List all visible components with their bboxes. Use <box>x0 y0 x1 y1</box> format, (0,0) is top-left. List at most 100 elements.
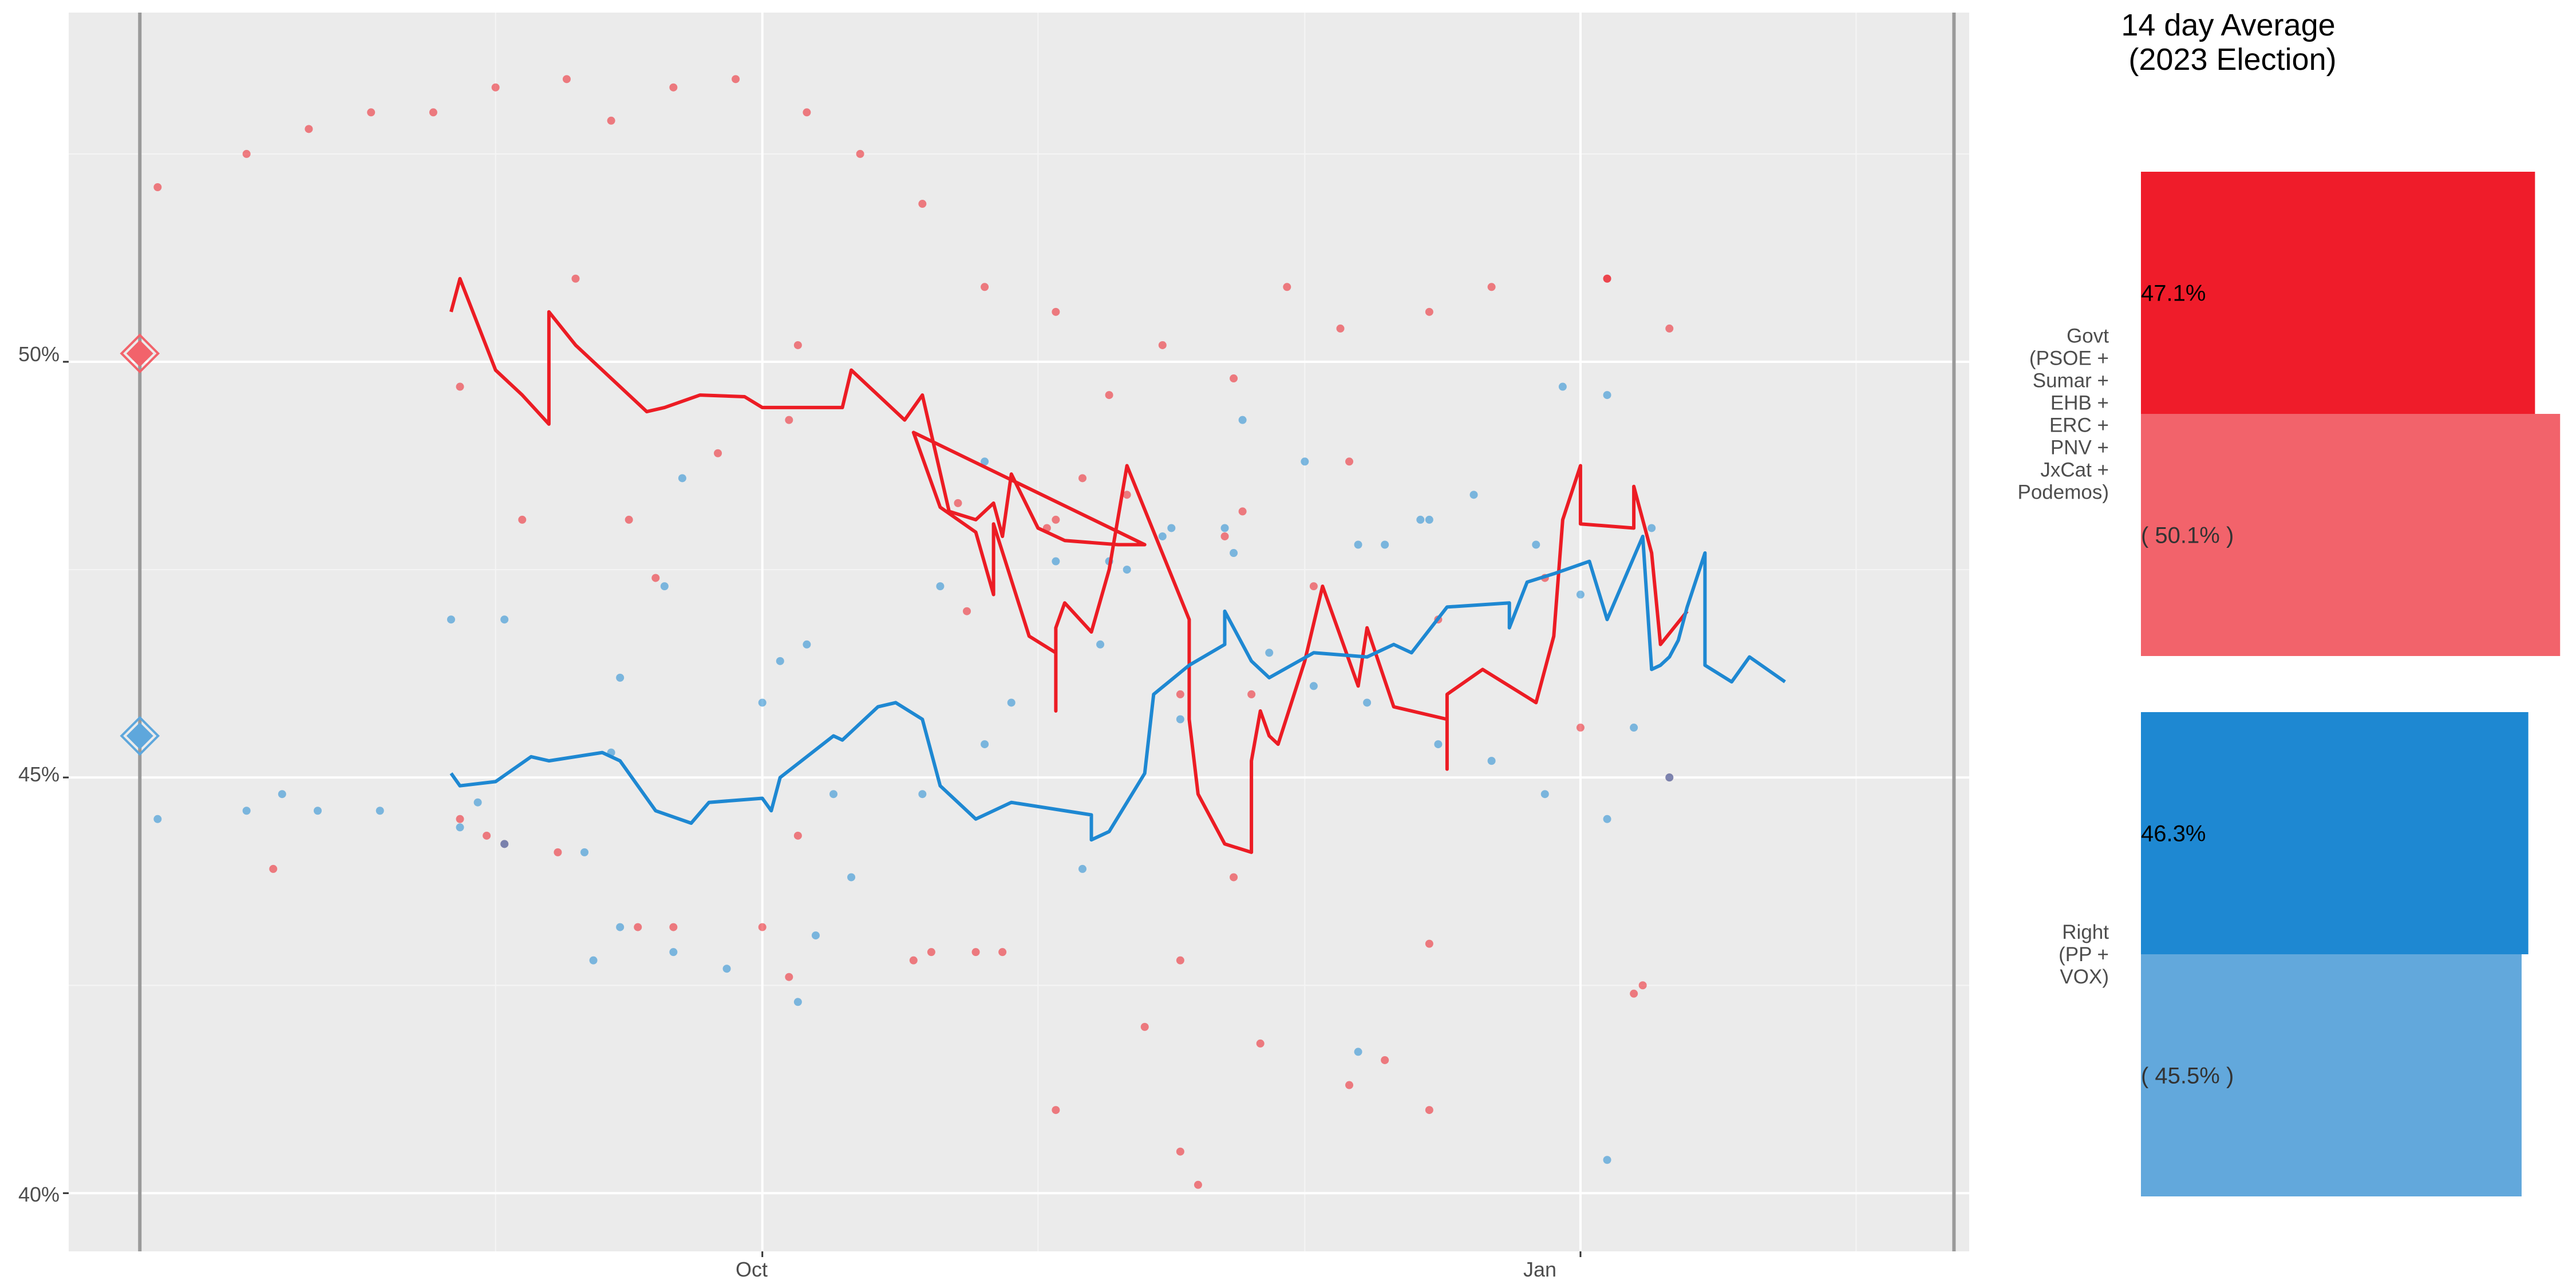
major-gridlines <box>69 13 1969 1251</box>
poll-point <box>918 790 927 799</box>
title-line: 14 day Average <box>2121 8 2335 42</box>
poll-point <box>1220 524 1229 532</box>
current-average-label: 47.1% <box>2141 281 2206 306</box>
poll-point <box>1425 1106 1433 1115</box>
poll-point <box>1532 540 1540 549</box>
trend-lines <box>449 276 1786 854</box>
poll-point <box>981 283 989 291</box>
plot-panel <box>69 13 1969 1251</box>
poll-point <box>1123 491 1131 499</box>
poll-point <box>1176 956 1184 965</box>
poll-point <box>1096 640 1105 649</box>
poll-point <box>1425 307 1433 316</box>
poll-point <box>1425 515 1433 524</box>
poll-point <box>1007 698 1016 707</box>
poll-point <box>554 848 562 856</box>
poll-point <box>616 923 625 931</box>
poll-points <box>153 75 1674 1189</box>
poll-point <box>313 807 322 815</box>
polling-chart: 40% 45% 50% Oct Jan <box>18 13 1969 1281</box>
poll-point <box>1078 474 1086 483</box>
poll-point <box>803 108 811 117</box>
poll-point <box>589 956 598 965</box>
poll-point <box>625 515 633 524</box>
y-tick-label-50: 50% <box>18 342 60 366</box>
x-tick-label-oct: Oct <box>736 1258 768 1281</box>
poll-point <box>847 873 856 882</box>
poll-point <box>473 798 482 807</box>
election-result-bar <box>2141 414 2561 656</box>
election-result-label: ( 50.1% ) <box>2141 523 2234 548</box>
category-label-line: JxCat + <box>2040 459 2109 481</box>
category-label-line: (PSOE + <box>2029 347 2109 370</box>
poll-point <box>1576 724 1585 732</box>
poll-point <box>793 998 802 1006</box>
poll-point <box>758 698 767 707</box>
current-average-bar <box>2141 172 2535 414</box>
poll-point <box>376 807 384 815</box>
average-bar-chart: 14 day Average (2023 Election) 47.1% ( 50… <box>2017 8 2561 1196</box>
poll-point <box>669 83 678 92</box>
poll-point <box>500 615 509 624</box>
election-marker-outline <box>120 716 160 756</box>
category-label-line: VOX) <box>2060 966 2109 988</box>
poll-point <box>651 574 660 582</box>
axis-ticks <box>63 361 1582 1257</box>
poll-point <box>936 582 945 591</box>
poll-point <box>829 790 837 799</box>
poll-point <box>803 640 811 649</box>
poll-point <box>1381 1056 1389 1064</box>
poll-point <box>1309 582 1318 591</box>
bar-value-labels: 47.1% ( 50.1% ) 46.3% ( 45.5% ) <box>2141 281 2234 1089</box>
y-tick-label-40: 40% <box>18 1183 60 1206</box>
category-label-line: Govt <box>2067 325 2109 347</box>
poll-point <box>1630 989 1638 998</box>
poll-point <box>732 75 740 84</box>
bars <box>2141 172 2561 1196</box>
poll-point <box>456 823 464 832</box>
poll-point <box>562 75 571 84</box>
poll-point <box>491 83 500 92</box>
poll-point <box>1052 1106 1060 1115</box>
poll-point <box>722 965 731 973</box>
poll-point <box>963 607 971 615</box>
trend-line <box>449 535 1786 842</box>
category-label-govt: Govt (PSOE + Sumar + EHB + ERC + PNV + JxCat +… <box>2017 325 2109 504</box>
poll-point <box>1425 939 1433 948</box>
poll-point <box>1052 515 1060 524</box>
poll-point <box>1230 374 1238 383</box>
election-marker <box>126 340 153 367</box>
poll-point <box>1230 873 1238 882</box>
poll-point <box>1105 391 1113 400</box>
poll-point <box>1283 283 1291 291</box>
poll-point <box>1354 540 1362 549</box>
poll-point <box>785 416 793 424</box>
poll-point <box>1603 274 1611 283</box>
poll-point <box>1630 724 1638 732</box>
poll-point <box>1603 815 1611 823</box>
poll-point <box>1416 515 1425 524</box>
poll-point <box>1345 457 1354 466</box>
poll-point <box>367 108 376 117</box>
poll-point <box>758 923 767 931</box>
election-result-markers <box>120 333 160 756</box>
poll-point <box>1638 981 1647 990</box>
x-tick-label-jan: Jan <box>1523 1258 1556 1281</box>
y-tick-label-45: 45% <box>18 762 60 786</box>
poll-point <box>1434 740 1443 749</box>
poll-point <box>1230 549 1238 558</box>
poll-point <box>1078 864 1086 873</box>
category-label-line: PNV + <box>2050 437 2109 459</box>
category-label-line: EHB + <box>2050 392 2109 414</box>
title-line: (2023 Election) <box>2128 42 2336 77</box>
poll-point <box>607 116 615 125</box>
poll-point <box>856 149 864 158</box>
poll-point <box>678 474 686 483</box>
poll-point <box>1558 382 1567 391</box>
poll-point <box>456 382 464 391</box>
poll-point <box>785 973 793 981</box>
poll-point <box>660 582 669 591</box>
poll-point <box>776 657 784 665</box>
poll-point <box>1487 757 1496 765</box>
poll-point <box>1052 307 1060 316</box>
